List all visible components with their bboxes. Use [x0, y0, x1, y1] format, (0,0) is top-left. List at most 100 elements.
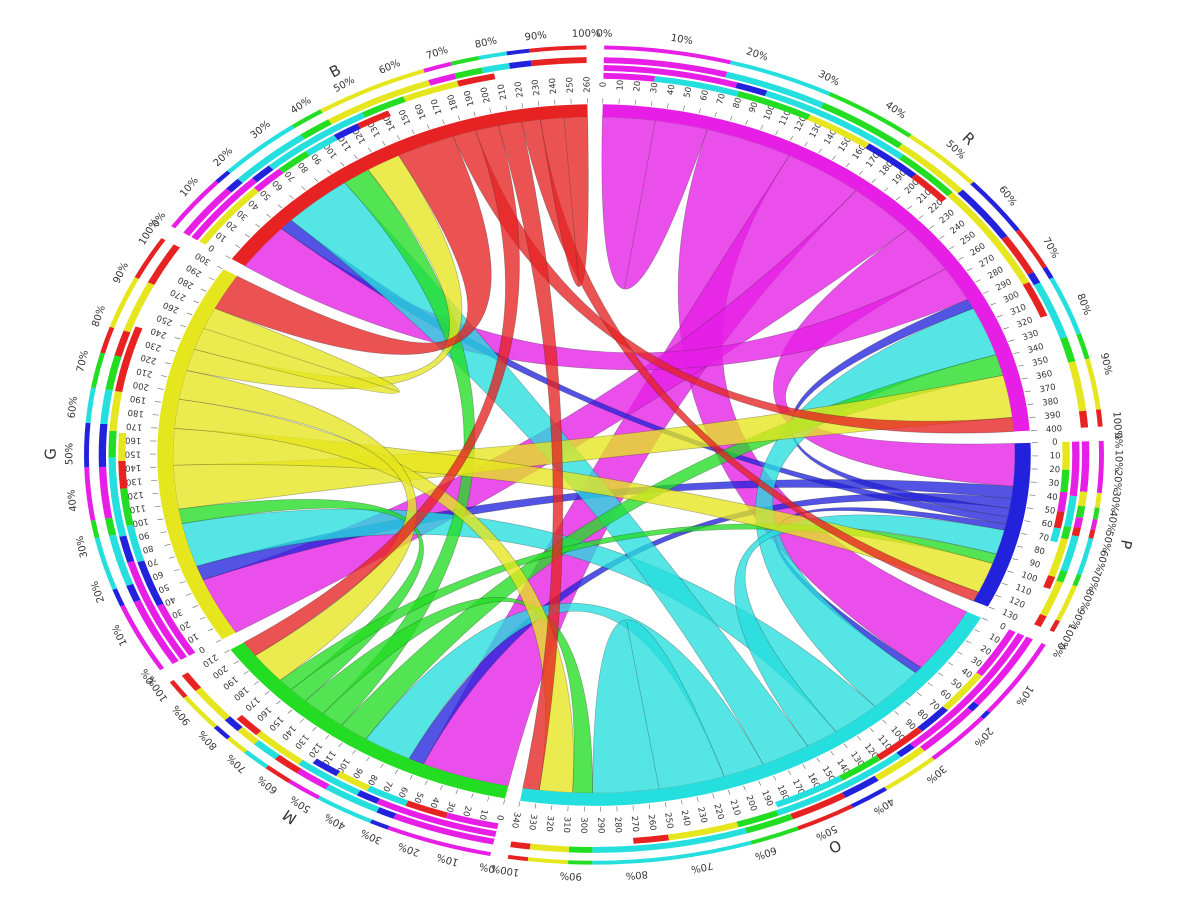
- percent-tick-label: 100%: [490, 862, 520, 878]
- value-tick-label: 20: [978, 644, 992, 658]
- value-tick: [505, 105, 508, 111]
- value-tick: [832, 155, 836, 161]
- value-tick: [883, 187, 889, 192]
- percent-track-segment: [1034, 614, 1047, 627]
- value-tick: [927, 682, 933, 687]
- value-tick: [534, 803, 537, 809]
- percent-track-segment: [1060, 337, 1076, 363]
- value-tick: [289, 195, 294, 200]
- value-tick-label: 60: [396, 785, 410, 799]
- value-tick: [299, 718, 305, 723]
- percent-tick-label: 30%: [924, 762, 948, 785]
- value-tick: [367, 147, 372, 153]
- percent-tick-label: 60%: [996, 184, 1018, 208]
- percent-track-segment: [98, 466, 113, 519]
- percent-track-segment: [1027, 272, 1041, 286]
- percent-track-segment: [224, 716, 243, 732]
- sector-label-O: O: [826, 836, 845, 857]
- percent-track-segment: [456, 73, 496, 87]
- value-tick-label: 390: [1044, 410, 1061, 422]
- proportion-ring-segment: [387, 825, 492, 857]
- proportion-ring-segment: [931, 716, 984, 760]
- value-tick: [224, 649, 230, 654]
- percent-track-segment: [191, 178, 258, 241]
- sector-arcs-layer: [157, 104, 1031, 806]
- percent-track-segment: [376, 798, 497, 837]
- value-tick-label: 130: [126, 475, 143, 486]
- percent-tick-label: 40%: [883, 100, 908, 122]
- value-tick: [157, 388, 164, 390]
- value-tick: [487, 796, 490, 802]
- proportion-ring-segment: [1049, 619, 1061, 633]
- value-tick: [394, 769, 399, 775]
- percent-track-segment: [807, 114, 870, 149]
- percent-track-segment: [366, 785, 409, 806]
- percent-tick-label: 40%: [871, 795, 896, 816]
- value-tick-label: 150: [125, 449, 141, 459]
- percent-tick-label: 30%: [249, 119, 273, 142]
- value-tick-label: 70: [380, 779, 394, 793]
- value-tick: [947, 662, 953, 666]
- value-tick-label: 400: [1046, 424, 1063, 435]
- percent-track-segment: [942, 672, 983, 711]
- percent-track-segment: [947, 192, 1030, 285]
- ribbon-M-to-P: [279, 523, 997, 691]
- value-tick-label: 330: [526, 813, 538, 830]
- value-tick-label: 310: [1009, 302, 1028, 318]
- proportion-ring-segment: [121, 277, 139, 304]
- proportion-ring-segment: [1092, 507, 1100, 520]
- value-tick-label: 200: [479, 86, 493, 104]
- value-tick: [745, 120, 748, 126]
- value-tick: [957, 651, 963, 655]
- percent-track-segment: [278, 151, 310, 174]
- value-tick: [743, 785, 746, 791]
- proportion-ring-segment: [320, 92, 360, 113]
- percent-track-segment: [336, 771, 371, 791]
- percent-track-segment: [252, 165, 274, 183]
- percent-track-segment: [1050, 527, 1061, 543]
- percent-track-segment: [126, 524, 145, 563]
- percent-track-segment: [838, 755, 881, 781]
- value-tick: [442, 119, 445, 125]
- value-tick-label: 260: [646, 814, 658, 831]
- value-tick: [503, 799, 506, 805]
- value-tick-label: 60: [699, 89, 711, 102]
- percent-tick-label: 70%: [75, 349, 91, 373]
- percent-tick-label: 60%: [256, 773, 280, 795]
- percent-tick-label: 50%: [64, 443, 75, 465]
- percent-track-segment: [119, 535, 135, 563]
- percent-track-segment: [105, 355, 122, 391]
- proportion-ring-segment: [529, 46, 559, 53]
- value-tick: [843, 743, 848, 749]
- percent-tick-label: 10%: [111, 623, 130, 648]
- value-tick: [244, 234, 251, 238]
- proportion-ring-segment: [227, 125, 295, 174]
- value-tick-label: 200: [132, 379, 150, 392]
- value-tick: [1017, 545, 1024, 548]
- value-tick-label: 170: [243, 694, 262, 712]
- value-tick-label: 0: [599, 82, 609, 88]
- percent-track-segment: [530, 58, 560, 67]
- percent-tick-label: 80%: [474, 35, 498, 50]
- percent-track-segment: [296, 768, 330, 790]
- value-tick-label: 70: [715, 92, 728, 105]
- percent-track-segment: [976, 629, 1016, 676]
- percent-track-segment: [510, 841, 531, 850]
- percent-tick-label: 70%: [425, 45, 450, 62]
- value-tick: [804, 142, 808, 147]
- value-tick: [180, 324, 187, 328]
- value-tick: [186, 312, 193, 316]
- ribbon-R-to-B: [244, 228, 969, 371]
- ribbon-M-to-B: [322, 169, 476, 726]
- value-tick: [192, 605, 199, 608]
- value-tick: [949, 246, 955, 250]
- percent-track-segment: [183, 188, 232, 236]
- proportion-ring-segment: [317, 795, 373, 823]
- value-tick: [233, 660, 239, 664]
- percent-track-segment: [957, 189, 1008, 240]
- value-tick: [382, 141, 386, 146]
- value-tick: [818, 148, 822, 154]
- percent-track-segment: [774, 775, 843, 808]
- proportion-ring-segment: [1094, 492, 1102, 508]
- percent-track-segment: [1078, 410, 1089, 428]
